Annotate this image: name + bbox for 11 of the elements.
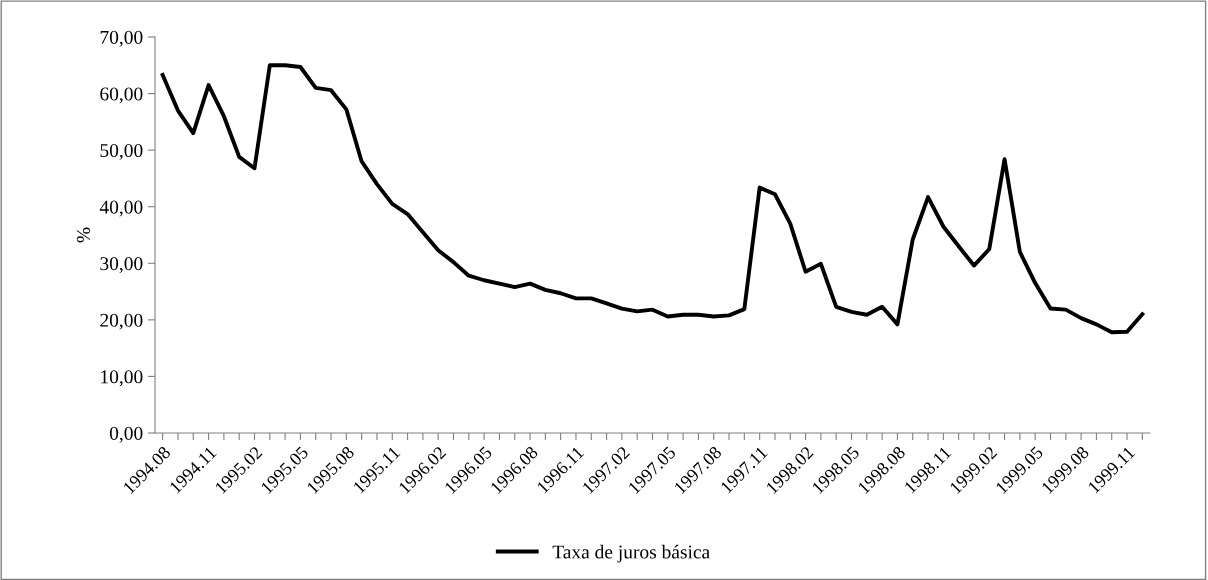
y-tick-label: 0,00 bbox=[109, 426, 143, 443]
y-tick-label: 30,00 bbox=[100, 257, 143, 274]
y-tick-label: 70,00 bbox=[100, 30, 143, 47]
y-tick-label: 40,00 bbox=[99, 200, 143, 217]
legend-label: Taxa de juros básica bbox=[552, 544, 710, 563]
line-series bbox=[160, 63, 1145, 335]
y-tick-label: 60,00 bbox=[100, 87, 143, 104]
y-tick-label: 10,00 bbox=[101, 370, 143, 387]
y-tick-label: 50,00 bbox=[100, 143, 143, 160]
y-axis-title: % bbox=[76, 227, 90, 243]
y-tick-label: 20,00 bbox=[100, 313, 143, 330]
